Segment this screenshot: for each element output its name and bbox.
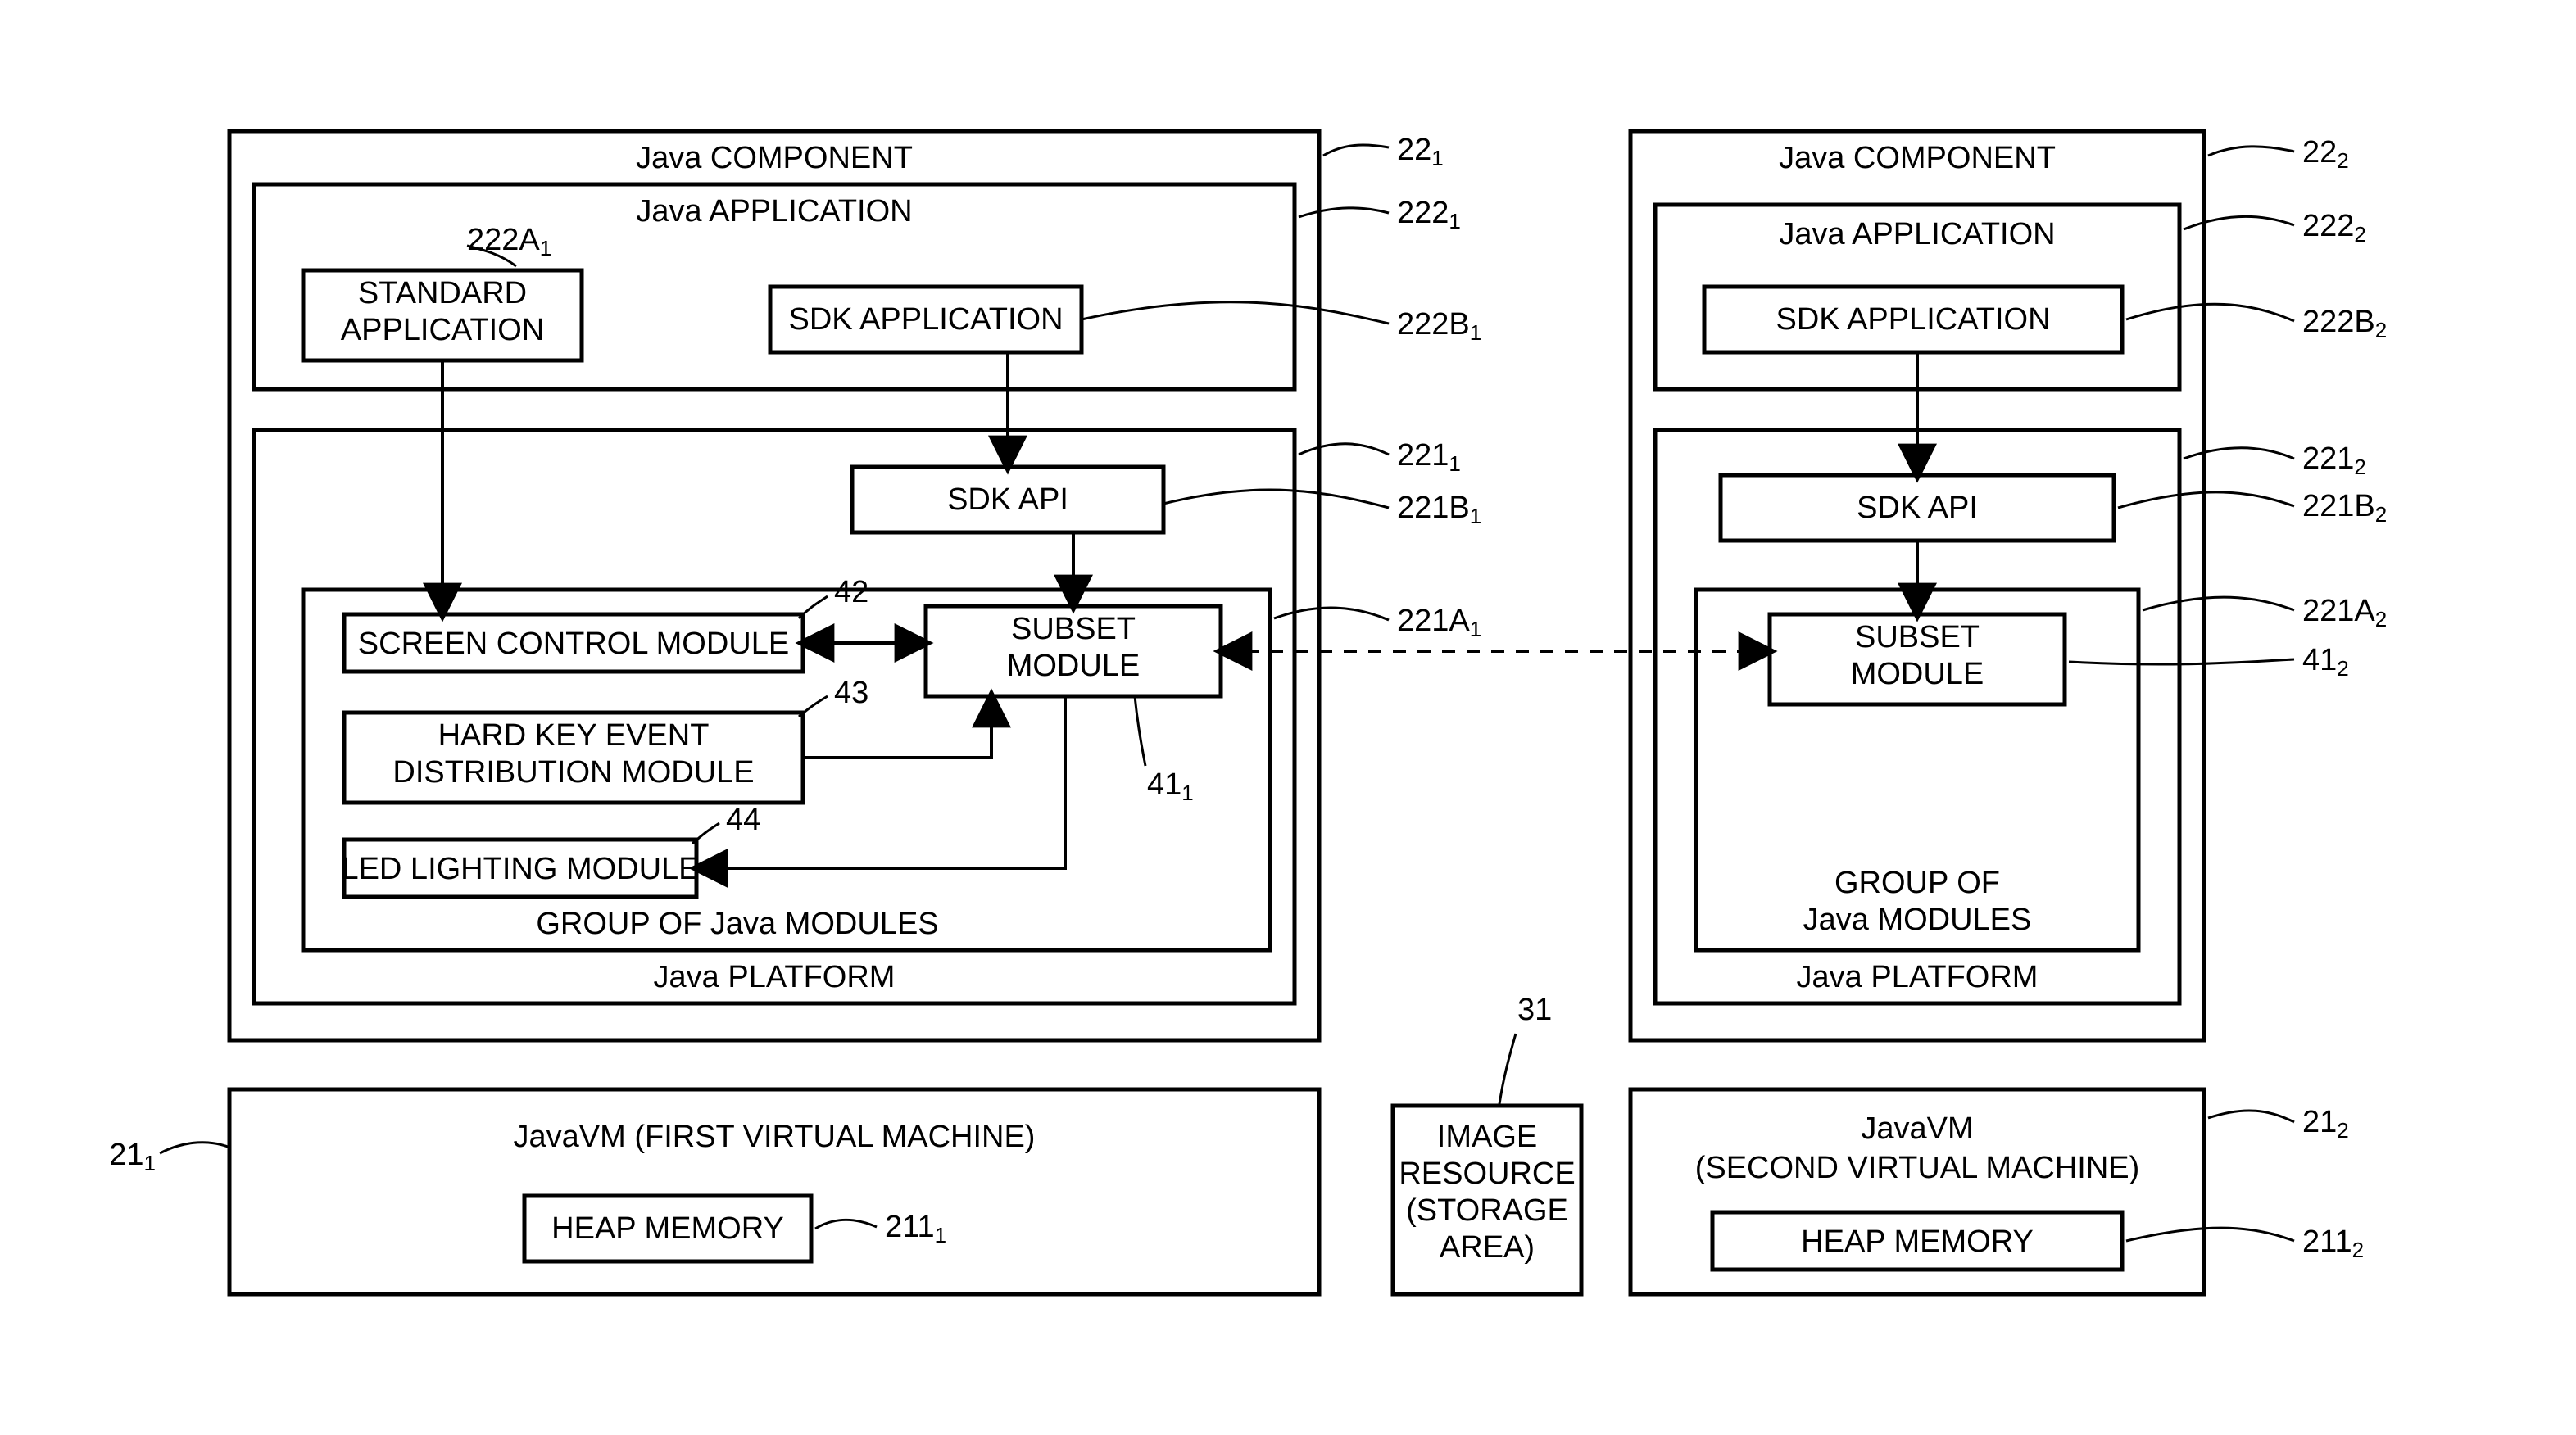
ref-r211_2: 2112 xyxy=(2302,1225,2364,1262)
label-right_heap: HEAP MEMORY xyxy=(1801,1225,2034,1259)
label-left_std_app_1: STANDARD xyxy=(358,276,527,310)
label-image_2: RESOURCE xyxy=(1399,1157,1575,1191)
ref-r222A_1: 222A1 xyxy=(467,223,551,260)
leader-l_22_1 xyxy=(1323,145,1389,156)
leader-l_222_2 xyxy=(2184,216,2294,229)
leader-l_21_1 xyxy=(160,1143,228,1153)
arrow-hardkey_subset xyxy=(803,696,991,758)
label-left_vm_title: JavaVM (FIRST VIRTUAL MACHINE) xyxy=(514,1120,1036,1154)
label-image_1: IMAGE xyxy=(1437,1120,1537,1154)
ref-r22_2: 222 xyxy=(2302,135,2349,173)
label-right_sdk_api: SDK API xyxy=(1857,491,1978,525)
ref-r43: 43 xyxy=(834,676,868,710)
ref-r222_1: 2221 xyxy=(1397,196,1461,233)
ref-r222B_2: 222B2 xyxy=(2302,305,2387,342)
leader-l_221B1 xyxy=(1163,490,1389,508)
label-left_sdk_app: SDK APPLICATION xyxy=(788,302,1063,337)
ref-r221B_2: 221B2 xyxy=(2302,489,2387,527)
label-image_4: AREA) xyxy=(1440,1230,1535,1265)
label-right_app_title: Java APPLICATION xyxy=(1779,217,2055,251)
label-right_vm_2: (SECOND VIRTUAL MACHINE) xyxy=(1695,1151,2140,1185)
ref-r22_1: 221 xyxy=(1397,133,1444,170)
ref-r31: 31 xyxy=(1517,993,1552,1027)
label-left_led: LED LIGHTING MODULE xyxy=(341,852,699,886)
label-left_hardkey_2: DISTRIBUTION MODULE xyxy=(392,755,754,790)
leader-l_211_1 xyxy=(815,1220,877,1229)
leader-l_221_2 xyxy=(2184,448,2294,459)
label-right_group_2: Java MODULES xyxy=(1803,903,2032,937)
label-right_group_1: GROUP OF xyxy=(1834,866,2000,900)
leader-l_221A1 xyxy=(1274,608,1389,620)
leader-l_211_2 xyxy=(2126,1228,2294,1241)
ref-r44: 44 xyxy=(726,803,760,837)
leader-l_222_1 xyxy=(1299,208,1389,217)
leader-l_21_2 xyxy=(2208,1111,2294,1122)
ref-r222B_1: 222B1 xyxy=(1397,307,1481,345)
ref-r221A_2: 221A2 xyxy=(2302,594,2387,631)
label-left_group: GROUP OF Java MODULES xyxy=(536,907,938,941)
label-left_subset_1: SUBSET xyxy=(1011,612,1136,646)
ref-r222_2: 2222 xyxy=(2302,209,2366,247)
label-image_3: (STORAGE xyxy=(1406,1193,1568,1228)
label-right_platform_title: Java PLATFORM xyxy=(1797,960,2039,994)
label-right_sdk_app: SDK APPLICATION xyxy=(1776,302,2050,337)
label-right_vm_1: JavaVM xyxy=(1861,1111,1973,1146)
leader-l_41_1 xyxy=(1135,696,1145,766)
ref-r221_1: 2211 xyxy=(1397,438,1461,476)
ref-r41_2: 412 xyxy=(2302,643,2349,681)
label-left_hardkey_1: HARD KEY EVENT xyxy=(438,718,710,753)
leader-l_221_1 xyxy=(1299,444,1389,455)
leader-l_31 xyxy=(1499,1034,1516,1104)
label-left_heap: HEAP MEMORY xyxy=(551,1211,784,1246)
leader-l_42 xyxy=(799,596,828,618)
leader-l_222B2 xyxy=(2126,304,2294,321)
label-left_screen: SCREEN CONTROL MODULE xyxy=(358,627,789,661)
leader-l_43 xyxy=(799,696,828,717)
label-left_sdk_api: SDK API xyxy=(947,482,1068,517)
leader-l_22_2 xyxy=(2208,147,2294,156)
ref-r21_2: 212 xyxy=(2302,1105,2349,1143)
ref-r221B_1: 221B1 xyxy=(1397,491,1481,528)
label-left_app_title: Java APPLICATION xyxy=(636,194,912,229)
box-left_component xyxy=(229,131,1319,1040)
leader-l_221A2 xyxy=(2143,597,2294,610)
ref-r221A_1: 221A1 xyxy=(1397,604,1481,641)
ref-r211_1: 2111 xyxy=(885,1210,946,1247)
label-right_subset_1: SUBSET xyxy=(1855,620,1980,654)
label-left_std_app_2: APPLICATION xyxy=(341,313,544,347)
leader-l_44 xyxy=(692,823,719,844)
label-left_subset_2: MODULE xyxy=(1007,649,1141,683)
label-left_component_title: Java COMPONENT xyxy=(636,141,913,175)
ref-r21_1: 211 xyxy=(109,1138,156,1175)
ref-r42: 42 xyxy=(834,575,868,609)
ref-r221_2: 2212 xyxy=(2302,441,2366,479)
leader-l_222B1 xyxy=(1082,302,1389,324)
diagram-root: Java COMPONENT Java APPLICATION STANDARDAP… xyxy=(0,0,2576,1435)
label-right_subset_2: MODULE xyxy=(1851,657,1984,691)
label-left_platform_title: Java PLATFORM xyxy=(654,960,896,994)
label-right_component_title: Java COMPONENT xyxy=(1779,141,2056,175)
ref-r41_1: 411 xyxy=(1147,767,1194,805)
